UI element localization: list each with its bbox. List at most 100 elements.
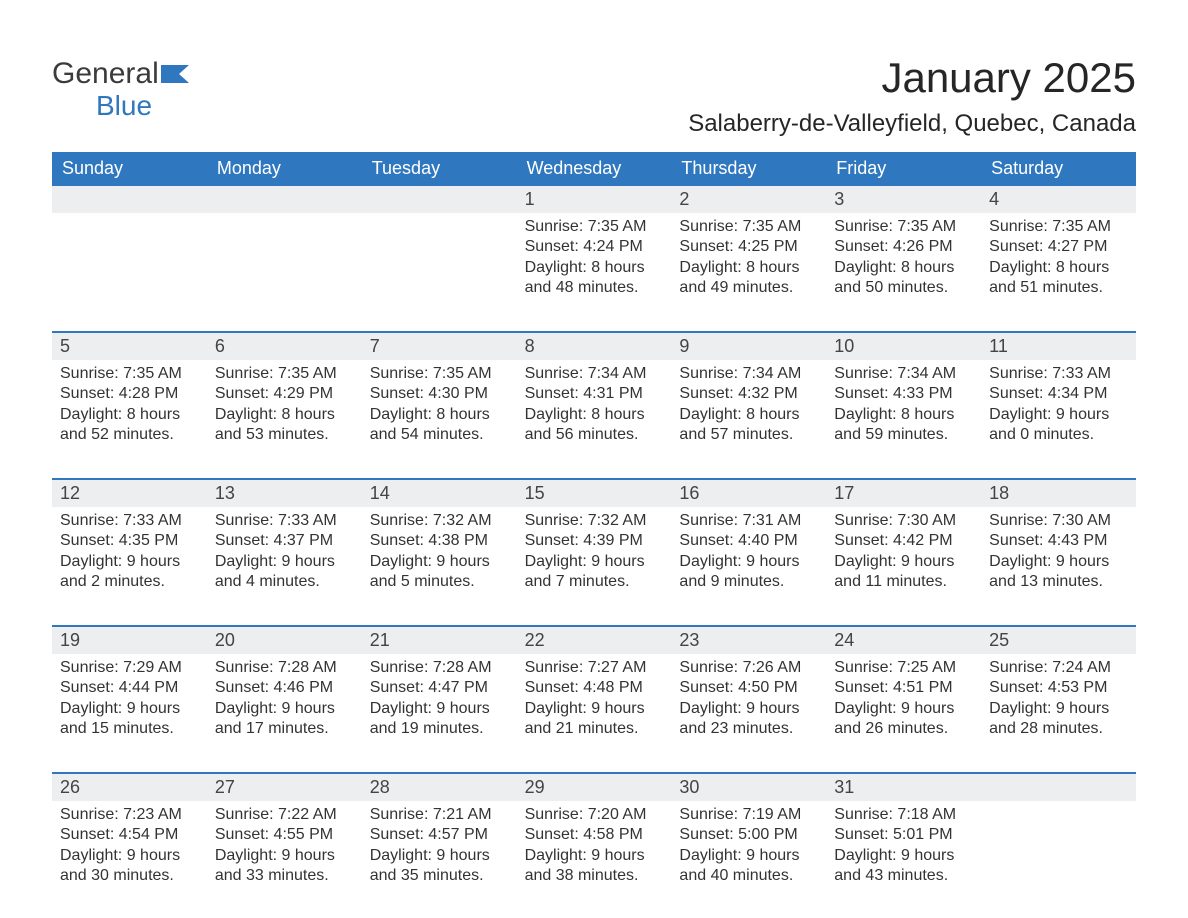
day-number: 31	[826, 774, 981, 801]
sunrise-label: Sunrise: 7:32 AM	[525, 511, 664, 531]
daylight-label: Daylight: 9 hours	[60, 846, 199, 866]
daylight-label: and 17 minutes.	[215, 719, 354, 739]
day-number: 29	[517, 774, 672, 801]
week-spacer	[52, 603, 1136, 625]
sunrise-label: Sunrise: 7:31 AM	[679, 511, 818, 531]
daylight-label: Daylight: 9 hours	[989, 405, 1128, 425]
day-cell	[981, 801, 1136, 897]
day-cell	[362, 213, 517, 309]
daylight-label: and 15 minutes.	[60, 719, 199, 739]
month-title: January 2025	[688, 54, 1136, 102]
daylight-label: Daylight: 9 hours	[834, 699, 973, 719]
sunrise-label: Sunrise: 7:33 AM	[989, 364, 1128, 384]
daylight-label: and 11 minutes.	[834, 572, 973, 592]
sunset-label: Sunset: 4:46 PM	[215, 678, 354, 698]
day-number	[207, 186, 362, 213]
weekday-header: Saturday	[981, 152, 1136, 186]
day-cell: Sunrise: 7:22 AMSunset: 4:55 PMDaylight:…	[207, 801, 362, 897]
sunset-label: Sunset: 4:43 PM	[989, 531, 1128, 551]
day-number: 10	[826, 333, 981, 360]
daylight-label: and 40 minutes.	[679, 866, 818, 886]
day-cell: Sunrise: 7:23 AMSunset: 4:54 PMDaylight:…	[52, 801, 207, 897]
day-cell: Sunrise: 7:30 AMSunset: 4:43 PMDaylight:…	[981, 507, 1136, 603]
day-number: 12	[52, 480, 207, 507]
day-number: 1	[517, 186, 672, 213]
sunset-label: Sunset: 4:32 PM	[679, 384, 818, 404]
sunset-label: Sunset: 4:24 PM	[525, 237, 664, 257]
sunset-label: Sunset: 4:39 PM	[525, 531, 664, 551]
daylight-label: Daylight: 9 hours	[525, 552, 664, 572]
daylight-label: and 59 minutes.	[834, 425, 973, 445]
daylight-label: and 4 minutes.	[215, 572, 354, 592]
daylight-label: Daylight: 8 hours	[834, 258, 973, 278]
sunrise-label: Sunrise: 7:26 AM	[679, 658, 818, 678]
sunrise-label: Sunrise: 7:33 AM	[215, 511, 354, 531]
day-number: 14	[362, 480, 517, 507]
day-cell: Sunrise: 7:32 AMSunset: 4:39 PMDaylight:…	[517, 507, 672, 603]
daylight-label: and 56 minutes.	[525, 425, 664, 445]
sunrise-label: Sunrise: 7:20 AM	[525, 805, 664, 825]
sunrise-label: Sunrise: 7:29 AM	[60, 658, 199, 678]
daylight-label: Daylight: 8 hours	[989, 258, 1128, 278]
daylight-label: Daylight: 9 hours	[60, 552, 199, 572]
sunrise-label: Sunrise: 7:22 AM	[215, 805, 354, 825]
day-number: 3	[826, 186, 981, 213]
sunrise-label: Sunrise: 7:33 AM	[60, 511, 199, 531]
sunset-label: Sunset: 4:53 PM	[989, 678, 1128, 698]
day-cell: Sunrise: 7:32 AMSunset: 4:38 PMDaylight:…	[362, 507, 517, 603]
daylight-label: Daylight: 9 hours	[679, 552, 818, 572]
day-number: 16	[671, 480, 826, 507]
day-number: 7	[362, 333, 517, 360]
day-cell: Sunrise: 7:24 AMSunset: 4:53 PMDaylight:…	[981, 654, 1136, 750]
daylight-label: and 57 minutes.	[679, 425, 818, 445]
daylight-label: and 30 minutes.	[60, 866, 199, 886]
daylight-label: and 23 minutes.	[679, 719, 818, 739]
day-cell: Sunrise: 7:34 AMSunset: 4:32 PMDaylight:…	[671, 360, 826, 456]
day-number: 25	[981, 627, 1136, 654]
sunset-label: Sunset: 4:31 PM	[525, 384, 664, 404]
sunrise-label: Sunrise: 7:35 AM	[679, 217, 818, 237]
day-number: 19	[52, 627, 207, 654]
day-number: 4	[981, 186, 1136, 213]
day-number: 21	[362, 627, 517, 654]
daylight-label: Daylight: 9 hours	[679, 699, 818, 719]
day-number: 17	[826, 480, 981, 507]
sunset-label: Sunset: 4:58 PM	[525, 825, 664, 845]
sunset-label: Sunset: 4:37 PM	[215, 531, 354, 551]
weeks-container: 12 34 Sunrise: 7:35 AM Sunset: 4:24 PM Dayli…	[52, 186, 1136, 897]
day-cell: Sunrise: 7:30 AMSunset: 4:42 PMDaylight:…	[826, 507, 981, 603]
daylight-label: and 2 minutes.	[60, 572, 199, 592]
day-cell: Sunrise: 7:29 AMSunset: 4:44 PMDaylight:…	[52, 654, 207, 750]
weekday-header: Thursday	[671, 152, 826, 186]
sunset-label: Sunset: 4:50 PM	[679, 678, 818, 698]
day-cell: Sunrise: 7:21 AMSunset: 4:57 PMDaylight:…	[362, 801, 517, 897]
day-cell: Sunrise: 7:35 AMSunset: 4:27 PMDaylight:…	[981, 213, 1136, 309]
daylight-label: and 52 minutes.	[60, 425, 199, 445]
weekday-header-row: SundayMondayTuesdayWednesdayThursdayFrid…	[52, 152, 1136, 186]
sunrise-label: Sunrise: 7:30 AM	[989, 511, 1128, 531]
daylight-label: and 54 minutes.	[370, 425, 509, 445]
daylight-label: Daylight: 9 hours	[679, 846, 818, 866]
sunset-label: Sunset: 4:27 PM	[989, 237, 1128, 257]
day-number	[981, 774, 1136, 801]
daylight-label: Daylight: 9 hours	[215, 846, 354, 866]
location-label: Salaberry-de-Valleyfield, Quebec, Canada	[688, 110, 1136, 138]
sunset-label: Sunset: 4:28 PM	[60, 384, 199, 404]
title-block: January 2025 Salaberry-de-Valleyfield, Q…	[688, 50, 1136, 152]
daylight-label: Daylight: 9 hours	[834, 552, 973, 572]
sunset-label: Sunset: 4:35 PM	[60, 531, 199, 551]
daylight-label: and 50 minutes.	[834, 278, 973, 298]
day-number: 5	[52, 333, 207, 360]
daylight-label: Daylight: 8 hours	[834, 405, 973, 425]
sunrise-label: Sunrise: 7:32 AM	[370, 511, 509, 531]
day-number: 26	[52, 774, 207, 801]
daylight-label: and 49 minutes.	[679, 278, 818, 298]
daylight-label: and 35 minutes.	[370, 866, 509, 886]
sunrise-label: Sunrise: 7:35 AM	[60, 364, 199, 384]
sunset-label: Sunset: 4:29 PM	[215, 384, 354, 404]
day-cell: Sunrise: 7:19 AMSunset: 5:00 PMDaylight:…	[671, 801, 826, 897]
sunset-label: Sunset: 4:48 PM	[525, 678, 664, 698]
day-cell: Sunrise: 7:33 AMSunset: 4:37 PMDaylight:…	[207, 507, 362, 603]
sunrise-label: Sunrise: 7:23 AM	[60, 805, 199, 825]
daylight-label: Daylight: 9 hours	[60, 699, 199, 719]
